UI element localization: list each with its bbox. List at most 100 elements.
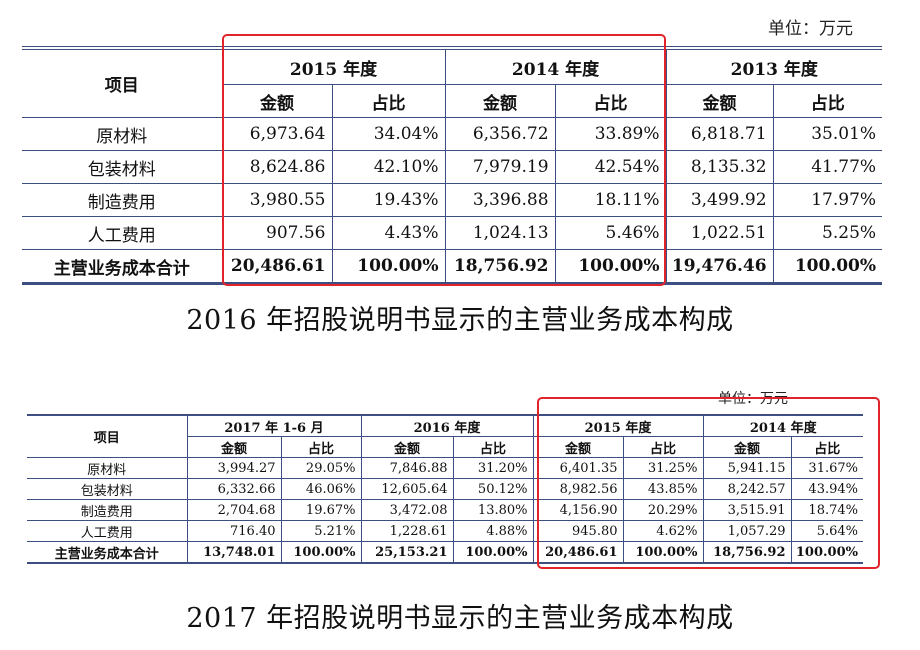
- amount-cell: 18,756.92: [702, 541, 791, 564]
- table-row: 包装材料 6,332.66 46.06% 12,605.64 50.12% 8,…: [27, 478, 863, 500]
- share-cell: 5.21%: [280, 520, 361, 542]
- amount-cell: 6,356.72: [444, 117, 556, 151]
- share-cell: 100.00%: [452, 541, 533, 564]
- row-label: 原材料: [22, 117, 222, 151]
- amount-cell: 6,401.35: [532, 457, 623, 479]
- sub-header: 金额: [186, 436, 281, 458]
- sub-header: 占比: [790, 436, 863, 458]
- share-cell: 33.89%: [554, 117, 667, 151]
- share-cell: 43.94%: [790, 478, 863, 500]
- amount-cell: 1,228.61: [360, 520, 453, 542]
- share-cell: 100.00%: [790, 541, 863, 564]
- sub-header: 占比: [331, 84, 446, 118]
- row-label: 人工费用: [27, 520, 187, 542]
- amount-cell: 3,472.08: [360, 499, 453, 521]
- amount-cell: 18,756.92: [444, 249, 556, 284]
- sub-header: 占比: [772, 84, 883, 118]
- amount-cell: 6,332.66: [186, 478, 281, 500]
- year-header: 2015 年度: [532, 414, 703, 437]
- amount-cell: 12,605.64: [360, 478, 453, 500]
- row-label: 制造费用: [22, 183, 222, 217]
- share-cell: 29.05%: [280, 457, 361, 479]
- share-cell: 43.85%: [622, 478, 703, 500]
- share-cell: 100.00%: [622, 541, 703, 564]
- share-cell: 41.77%: [772, 150, 883, 184]
- sub-header: 金额: [360, 436, 453, 458]
- share-cell: 5.46%: [554, 216, 667, 250]
- year-header: 2016 年度: [360, 414, 533, 437]
- share-cell: 34.04%: [331, 117, 446, 151]
- amount-cell: 20,486.61: [532, 541, 623, 564]
- table-row: 原材料 3,994.27 29.05% 7,846.88 31.20% 6,40…: [27, 457, 863, 479]
- share-cell: 20.29%: [622, 499, 703, 521]
- share-cell: 100.00%: [280, 541, 361, 564]
- amount-cell: 13,748.01: [186, 541, 281, 564]
- row-label: 包装材料: [27, 478, 187, 500]
- amount-cell: 3,515.91: [702, 499, 791, 521]
- amount-cell: 6,818.71: [665, 117, 774, 151]
- table-row: 人工费用 907.56 4.43% 1,024.13 5.46% 1,022.5…: [22, 216, 883, 250]
- share-cell: 100.00%: [554, 249, 667, 284]
- header-row-years: 项目 2015 年度 2014 年度 2013 年度: [22, 46, 883, 118]
- amount-cell: 907.56: [221, 216, 332, 250]
- share-cell: 42.54%: [554, 150, 667, 184]
- amount-cell: 8,135.32: [665, 150, 774, 184]
- header-row-years: 项目 2017 年 1-6 月 2016 年度 2015 年度 2014 年度: [27, 414, 863, 458]
- amount-cell: 716.40: [186, 520, 281, 542]
- share-cell: 31.67%: [790, 457, 863, 479]
- amount-cell: 7,979.19: [444, 150, 556, 184]
- year-header: 2014 年度: [444, 46, 667, 85]
- table-row: 制造费用 2,704.68 19.67% 3,472.08 13.80% 4,1…: [27, 499, 863, 521]
- amount-cell: 3,994.27: [186, 457, 281, 479]
- table-row: 制造费用 3,980.55 19.43% 3,396.88 18.11% 3,4…: [22, 183, 883, 217]
- share-cell: 5.25%: [772, 216, 883, 250]
- total-row: 主营业务成本合计 20,486.61 100.00% 18,756.92 100…: [22, 249, 883, 284]
- share-cell: 19.67%: [280, 499, 361, 521]
- sub-header: 金额: [221, 84, 332, 118]
- amount-cell: 19,476.46: [665, 249, 774, 284]
- share-cell: 100.00%: [772, 249, 883, 284]
- amount-cell: 4,156.90: [532, 499, 623, 521]
- cost-table-2016: 项目 2015 年度 2014 年度 2013 年度 金额 占比 金额 占比 金…: [22, 46, 883, 285]
- share-cell: 19.43%: [331, 183, 446, 217]
- amount-cell: 3,499.92: [665, 183, 774, 217]
- amount-cell: 5,941.15: [702, 457, 791, 479]
- total-row: 主营业务成本合计 13,748.01 100.00% 25,153.21 100…: [27, 541, 863, 564]
- item-header: 项目: [27, 414, 187, 458]
- sub-header: 占比: [554, 84, 667, 118]
- cost-table-2017: 项目 2017 年 1-6 月 2016 年度 2015 年度 2014 年度 …: [27, 414, 863, 564]
- amount-cell: 7,846.88: [360, 457, 453, 479]
- year-header: 2013 年度: [665, 46, 883, 85]
- amount-cell: 1,024.13: [444, 216, 556, 250]
- row-label: 包装材料: [22, 150, 222, 184]
- header-row-sub: 金额 占比 金额 占比 金额 占比: [22, 84, 883, 118]
- unit-label: 单位：万元: [768, 19, 853, 39]
- share-cell: 31.25%: [622, 457, 703, 479]
- row-label: 原材料: [27, 457, 187, 479]
- share-cell: 50.12%: [452, 478, 533, 500]
- share-cell: 42.10%: [331, 150, 446, 184]
- share-cell: 4.88%: [452, 520, 533, 542]
- caption-2017: 2017 年招股说明书显示的主营业务成本构成: [186, 603, 734, 634]
- amount-cell: 945.80: [532, 520, 623, 542]
- row-label: 主营业务成本合计: [27, 541, 187, 564]
- amount-cell: 6,973.64: [221, 117, 332, 151]
- share-cell: 5.64%: [790, 520, 863, 542]
- amount-cell: 2,704.68: [186, 499, 281, 521]
- sub-header: 金额: [702, 436, 791, 458]
- share-cell: 18.11%: [554, 183, 667, 217]
- amount-cell: 3,396.88: [444, 183, 556, 217]
- year-header: 2015 年度: [221, 46, 446, 85]
- year-header: 2014 年度: [702, 414, 863, 437]
- sub-header: 金额: [532, 436, 623, 458]
- share-cell: 46.06%: [280, 478, 361, 500]
- share-cell: 18.74%: [790, 499, 863, 521]
- table-row: 原材料 6,973.64 34.04% 6,356.72 33.89% 6,81…: [22, 117, 883, 151]
- share-cell: 4.62%: [622, 520, 703, 542]
- amount-cell: 25,153.21: [360, 541, 453, 564]
- item-header: 项目: [22, 46, 222, 118]
- header-row-sub: 金额 占比 金额 占比 金额 占比 金额 占比: [27, 436, 863, 458]
- share-cell: 13.80%: [452, 499, 533, 521]
- share-cell: 35.01%: [772, 117, 883, 151]
- share-cell: 4.43%: [331, 216, 446, 250]
